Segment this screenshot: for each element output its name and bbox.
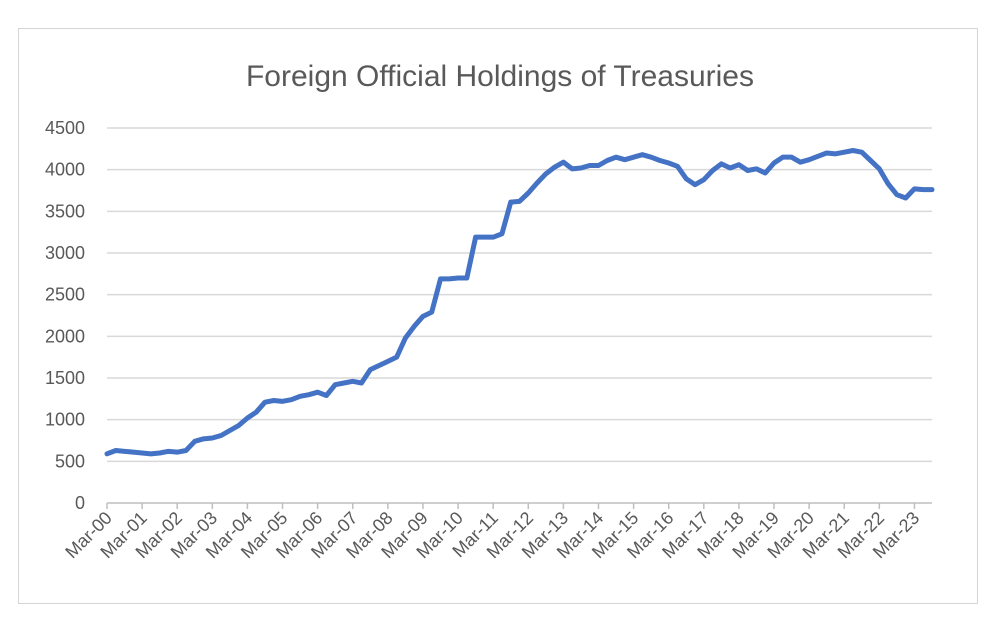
chart-frame <box>18 28 978 604</box>
chart-title: Foreign Official Holdings of Treasuries <box>245 60 754 93</box>
y-tick-label: 3500 <box>45 201 85 221</box>
y-tick-label: 4500 <box>45 118 85 138</box>
y-tick-label: 4000 <box>45 160 85 180</box>
y-tick-label: 3000 <box>45 243 85 263</box>
y-tick-label: 2000 <box>45 326 85 346</box>
series-line <box>104 148 935 457</box>
y-tick-label: 1500 <box>45 368 85 388</box>
y-tick-label: 500 <box>55 451 85 471</box>
y-tick-label: 2500 <box>45 285 85 305</box>
y-tick-label: 0 <box>75 493 85 513</box>
y-tick-label: 1000 <box>45 410 85 430</box>
